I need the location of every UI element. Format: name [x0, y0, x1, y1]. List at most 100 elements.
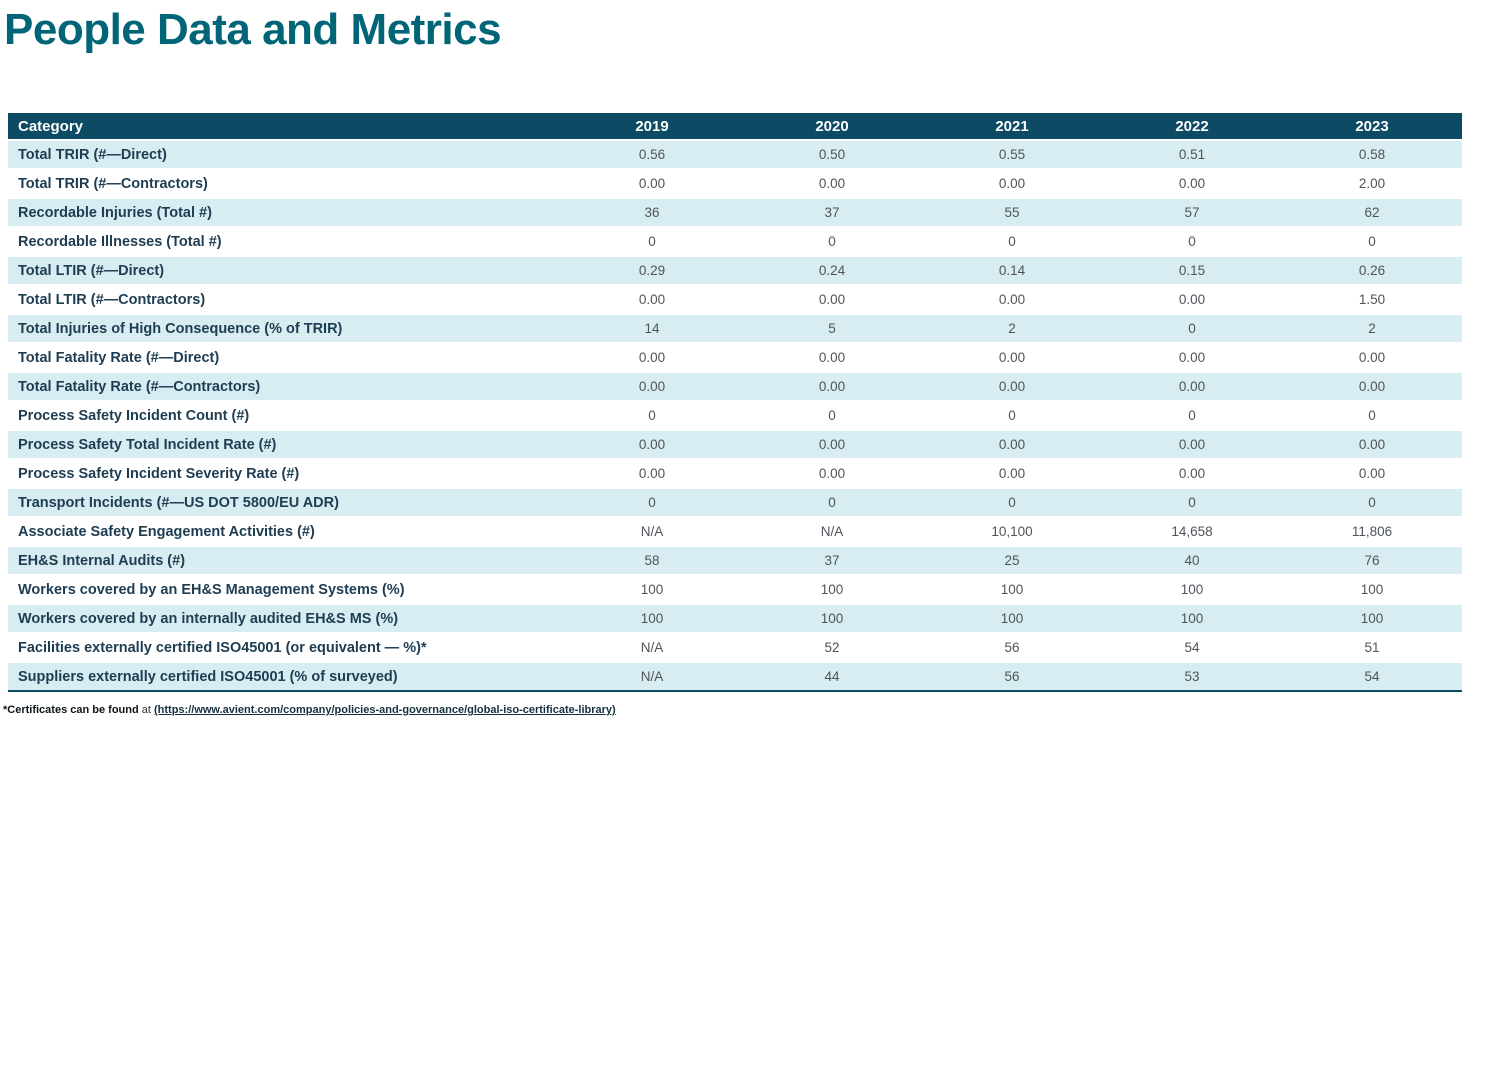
cell-value: 100	[1102, 576, 1282, 605]
table-row: Transport Incidents (#—US DOT 5800/EU AD…	[8, 489, 1462, 518]
cell-value: 0	[1282, 402, 1462, 431]
row-label: Process Safety Total Incident Rate (#)	[8, 431, 562, 460]
cell-value: 0.00	[1282, 431, 1462, 460]
cell-value: 0	[1102, 402, 1282, 431]
table-row: Facilities externally certified ISO45001…	[8, 634, 1462, 663]
cell-value: 0.00	[742, 286, 922, 315]
row-label: Total TRIR (#—Contractors)	[8, 170, 562, 199]
cell-value: 0.00	[1102, 344, 1282, 373]
table-row: Workers covered by an EH&S Management Sy…	[8, 576, 1462, 605]
cell-value: 0.00	[562, 170, 742, 199]
cell-value: 0.58	[1282, 141, 1462, 170]
cell-value: 0.00	[922, 170, 1102, 199]
cell-value: 100	[562, 605, 742, 634]
cell-value: 0.00	[1102, 286, 1282, 315]
cell-value: 0	[742, 402, 922, 431]
cell-value: 0.00	[922, 431, 1102, 460]
table-row: Total Injuries of High Consequence (% of…	[8, 315, 1462, 344]
row-label: Total Injuries of High Consequence (% of…	[8, 315, 562, 344]
column-header-year-2023: 2023	[1282, 113, 1462, 141]
cell-value: 0.00	[742, 170, 922, 199]
table-row: Associate Safety Engagement Activities (…	[8, 518, 1462, 547]
row-label: Recordable Illnesses (Total #)	[8, 228, 562, 257]
cell-value: 55	[922, 199, 1102, 228]
cell-value: 37	[742, 199, 922, 228]
cell-value: N/A	[562, 634, 742, 663]
table-row: Total Fatality Rate (#—Direct) 0.00 0.00 0.…	[8, 344, 1462, 373]
cell-value: 100	[1282, 605, 1462, 634]
cell-value: 0.00	[562, 431, 742, 460]
row-label: Workers covered by an EH&S Management Sy…	[8, 576, 562, 605]
cell-value: N/A	[562, 663, 742, 692]
cell-value: 0.00	[1282, 460, 1462, 489]
cell-value: 0.00	[742, 460, 922, 489]
table-body: Total TRIR (#—Direct) 0.56 0.50 0.55 0.51 0.5…	[8, 141, 1462, 692]
row-label: Process Safety Incident Count (#)	[8, 402, 562, 431]
cell-value: 0.00	[562, 286, 742, 315]
cell-value: 0.00	[1102, 373, 1282, 402]
cell-value: 56	[922, 663, 1102, 692]
cell-value: 0.00	[562, 373, 742, 402]
cell-value: 0	[742, 489, 922, 518]
column-header-year-2021: 2021	[922, 113, 1102, 141]
footnote-certificate-library-link[interactable]: (https://www.avient.com/company/policies…	[154, 704, 616, 716]
cell-value: 44	[742, 663, 922, 692]
cell-value: 0.00	[742, 431, 922, 460]
cell-value: 100	[922, 605, 1102, 634]
cell-value: 51	[1282, 634, 1462, 663]
cell-value: 0.00	[922, 460, 1102, 489]
cell-value: 0.00	[922, 344, 1102, 373]
row-label: Total Fatality Rate (#—Direct)	[8, 344, 562, 373]
cell-value: 57	[1102, 199, 1282, 228]
cell-value: 0.55	[922, 141, 1102, 170]
cell-value: 0.00	[1282, 373, 1462, 402]
table-row: Total TRIR (#—Direct) 0.56 0.50 0.55 0.51 0.5…	[8, 141, 1462, 170]
row-label: Recordable Injuries (Total #)	[8, 199, 562, 228]
cell-value: 100	[922, 576, 1102, 605]
table-row: Recordable Injuries (Total #) 36 37 55 57 62	[8, 199, 1462, 228]
row-label: Suppliers externally certified ISO45001 …	[8, 663, 562, 692]
row-label: Total LTIR (#—Contractors)	[8, 286, 562, 315]
table-row: Total LTIR (#—Contractors) 0.00 0.00 0.00 0.…	[8, 286, 1462, 315]
row-label: Associate Safety Engagement Activities (…	[8, 518, 562, 547]
cell-value: 14	[562, 315, 742, 344]
cell-value: 10,100	[922, 518, 1102, 547]
cell-value: 100	[1282, 576, 1462, 605]
cell-value: 0.00	[1102, 460, 1282, 489]
row-label: EH&S Internal Audits (#)	[8, 547, 562, 576]
cell-value: 25	[922, 547, 1102, 576]
cell-value: 11,806	[1282, 518, 1462, 547]
table-row: Recordable Illnesses (Total #) 0 0 0 0 0	[8, 228, 1462, 257]
cell-value: 0.24	[742, 257, 922, 286]
footnote-bold-text: *Certificates can be found	[3, 704, 139, 716]
cell-value: 0	[922, 489, 1102, 518]
cell-value: 5	[742, 315, 922, 344]
cell-value: 0.00	[562, 344, 742, 373]
row-label: Total Fatality Rate (#—Contractors)	[8, 373, 562, 402]
table-row: Total LTIR (#—Direct) 0.29 0.24 0.14 0.15 0.2…	[8, 257, 1462, 286]
cell-value: 0.00	[742, 344, 922, 373]
row-label: Total TRIR (#—Direct)	[8, 141, 562, 170]
row-label: Process Safety Incident Severity Rate (#…	[8, 460, 562, 489]
table-row: Process Safety Total Incident Rate (#) 0.…	[8, 431, 1462, 460]
row-label: Total LTIR (#—Direct)	[8, 257, 562, 286]
row-label: Transport Incidents (#—US DOT 5800/EU AD…	[8, 489, 562, 518]
cell-value: 0	[922, 228, 1102, 257]
cell-value: 0	[1102, 228, 1282, 257]
table-row: Total Fatality Rate (#—Contractors) 0.00 0…	[8, 373, 1462, 402]
cell-value: 0.50	[742, 141, 922, 170]
cell-value: 1.50	[1282, 286, 1462, 315]
cell-value: 0	[562, 402, 742, 431]
table-row: EH&S Internal Audits (#) 58 37 25 40 76	[8, 547, 1462, 576]
table-header-row: Category 2019 2020 2021 2022 2023	[8, 113, 1462, 141]
page-title: People Data and Metrics	[4, 5, 502, 54]
column-header-year-2020: 2020	[742, 113, 922, 141]
footnote-plain-text: at	[138, 704, 154, 716]
cell-value: 40	[1102, 547, 1282, 576]
row-label: Facilities externally certified ISO45001…	[8, 634, 562, 663]
cell-value: 62	[1282, 199, 1462, 228]
cell-value: 14,658	[1102, 518, 1282, 547]
cell-value: 36	[562, 199, 742, 228]
cell-value: 54	[1282, 663, 1462, 692]
cell-value: 54	[1102, 634, 1282, 663]
